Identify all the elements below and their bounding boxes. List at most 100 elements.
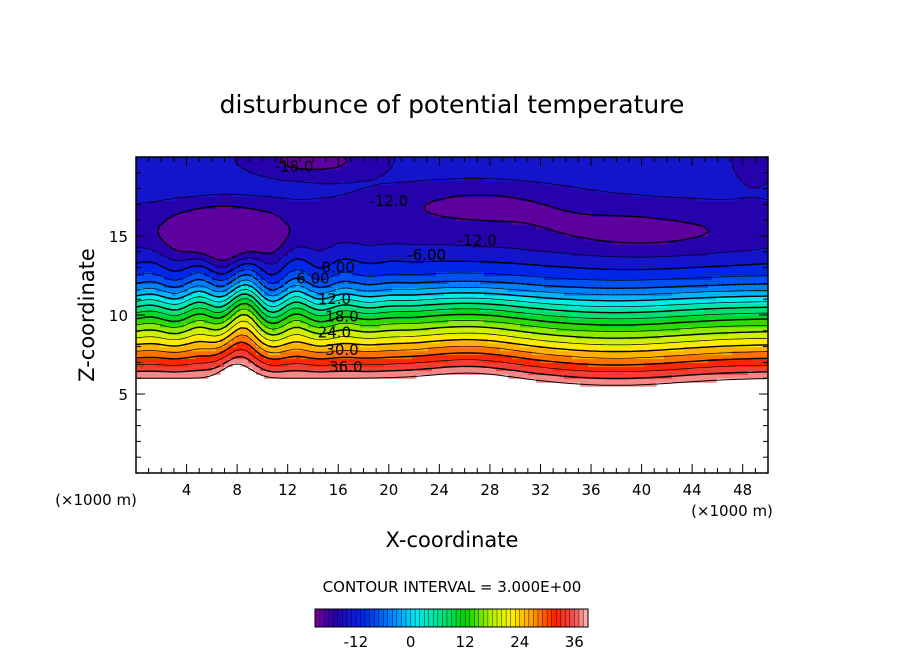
field-cell xyxy=(344,164,349,170)
field-cell xyxy=(224,259,229,265)
field-cell xyxy=(192,247,197,253)
field-cell xyxy=(180,299,185,304)
field-cell xyxy=(244,236,249,241)
field-cell xyxy=(148,358,153,363)
field-cell xyxy=(380,275,385,281)
field-cell xyxy=(292,279,297,284)
field-cell xyxy=(472,239,477,245)
field-cell xyxy=(272,291,277,296)
field-cell xyxy=(448,208,453,213)
field-cell xyxy=(144,283,149,288)
field-cell xyxy=(208,322,213,328)
field-cell xyxy=(276,330,281,336)
field-cell xyxy=(444,346,449,352)
field-cell xyxy=(488,342,493,348)
field-cell xyxy=(136,315,141,320)
field-cell xyxy=(208,291,213,296)
field-cell xyxy=(480,283,485,288)
field-cell xyxy=(360,255,365,261)
field-cell xyxy=(196,160,201,166)
field-cell xyxy=(416,157,421,162)
field-cell xyxy=(364,271,369,277)
field-cell xyxy=(252,164,257,170)
field-cell xyxy=(184,350,189,356)
field-cell xyxy=(428,232,433,237)
field-cell xyxy=(324,295,329,300)
field-cell xyxy=(192,176,197,182)
field-cell xyxy=(288,275,293,281)
field-cell xyxy=(320,184,325,190)
field-cell xyxy=(440,236,445,241)
field-cell xyxy=(152,259,157,265)
field-cell xyxy=(280,176,285,182)
field-cell xyxy=(316,295,321,300)
field-cell xyxy=(268,374,273,379)
field-cell xyxy=(392,208,397,213)
field-cell xyxy=(156,334,161,340)
field-cell xyxy=(332,303,337,308)
field-cell xyxy=(164,196,169,202)
field-cell xyxy=(384,326,389,332)
field-cell xyxy=(396,232,401,237)
field-cell xyxy=(476,366,481,371)
field-cell xyxy=(240,220,245,225)
field-cell xyxy=(420,204,425,209)
field-cell xyxy=(384,200,389,205)
field-cell xyxy=(316,160,321,166)
field-cell xyxy=(488,255,493,261)
field-cell xyxy=(148,307,153,312)
field-cell xyxy=(276,157,281,162)
field-cell xyxy=(436,287,441,292)
field-cell xyxy=(320,168,325,174)
field-cell xyxy=(276,228,281,233)
field-cell xyxy=(308,259,313,265)
field-cell xyxy=(360,239,365,245)
field-cell xyxy=(252,160,257,166)
field-cell xyxy=(180,172,185,178)
field-cell xyxy=(484,330,489,336)
field-cell xyxy=(388,228,393,233)
field-cell xyxy=(216,299,221,304)
field-cell xyxy=(324,342,329,348)
field-cell xyxy=(288,208,293,213)
field-cell xyxy=(296,208,301,213)
field-cell xyxy=(320,358,325,363)
field-cell xyxy=(168,236,173,241)
field-cell xyxy=(264,243,269,249)
field-cell xyxy=(260,330,265,336)
field-cell xyxy=(216,228,221,233)
field-cell xyxy=(252,330,257,336)
field-cell xyxy=(280,303,285,308)
field-cell xyxy=(484,366,489,371)
field-cell xyxy=(480,255,485,261)
field-cell xyxy=(368,192,373,198)
field-cell xyxy=(188,180,193,186)
field-cell xyxy=(488,192,493,198)
field-cell xyxy=(316,362,321,367)
field-cell xyxy=(380,287,385,292)
field-cell xyxy=(288,374,293,379)
field-cell xyxy=(184,291,189,296)
field-cell xyxy=(388,176,393,182)
field-cell xyxy=(480,354,485,360)
field-cell xyxy=(468,251,473,257)
field-cell xyxy=(460,334,465,340)
field-cell xyxy=(396,299,401,304)
field-cell xyxy=(260,370,265,375)
field-cell xyxy=(376,180,381,186)
field-cell xyxy=(232,291,237,296)
field-cell xyxy=(492,330,497,336)
field-cell xyxy=(152,330,157,336)
field-cell xyxy=(496,350,501,356)
field-cell xyxy=(164,200,169,205)
field-cell xyxy=(468,287,473,292)
field-cell xyxy=(180,164,185,170)
field-cell xyxy=(204,311,209,316)
field-cell xyxy=(300,243,305,249)
field-cell xyxy=(396,204,401,209)
field-cell xyxy=(388,196,393,202)
field-cell xyxy=(236,350,241,356)
field-cell xyxy=(328,228,333,233)
field-cell xyxy=(364,330,369,336)
field-cell xyxy=(344,255,349,261)
